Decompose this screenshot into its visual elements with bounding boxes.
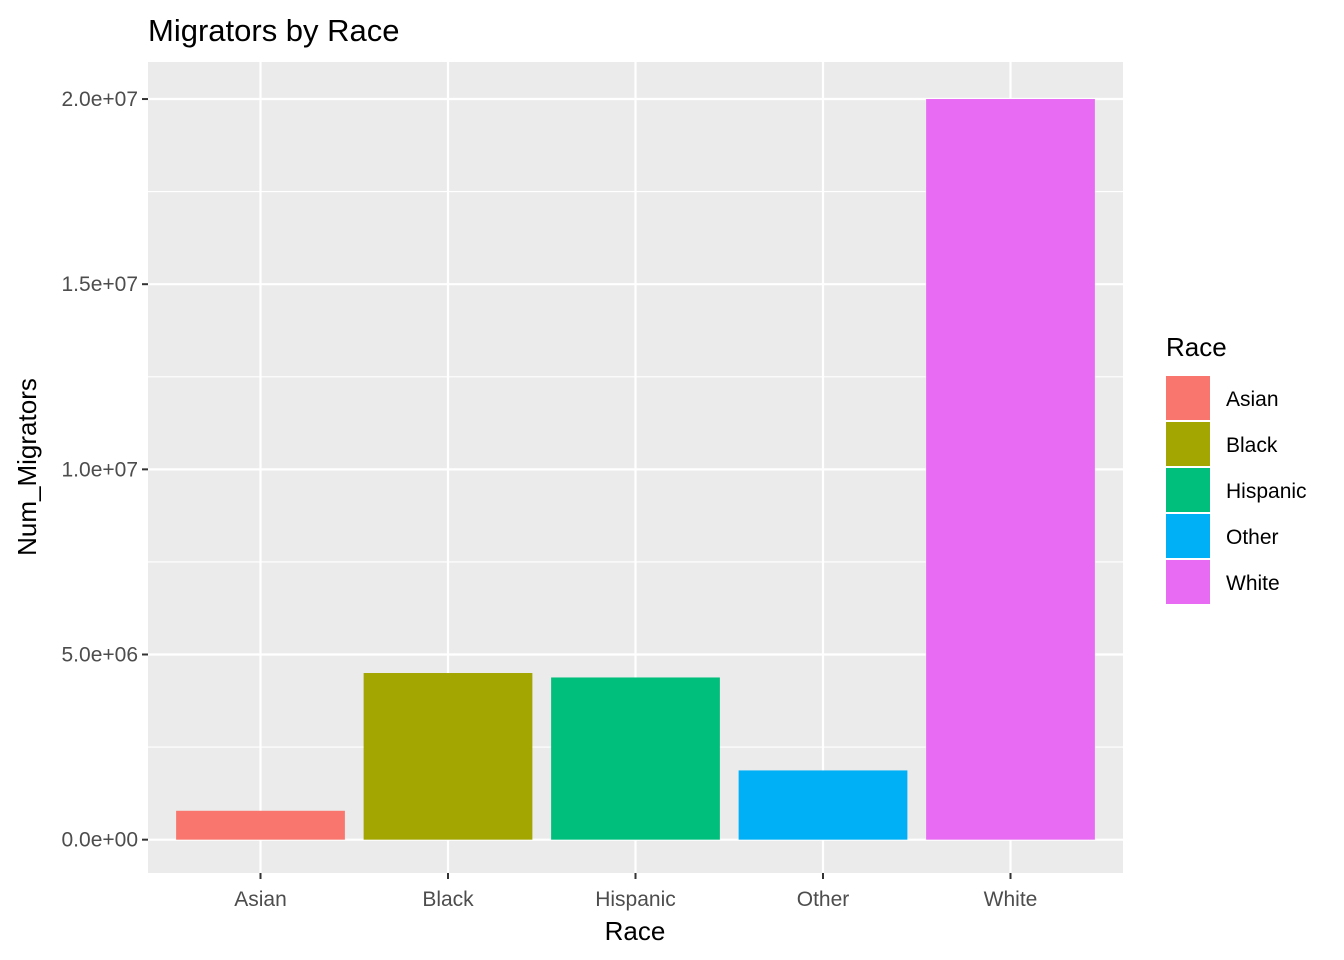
y-tick-label: 1.0e+07 [62, 458, 139, 481]
legend-key-black [1166, 422, 1210, 466]
bar-other [738, 770, 908, 840]
bar-white [926, 99, 1095, 840]
legend-label-other: Other [1226, 526, 1279, 549]
y-axis: 0.0e+00 5.0e+06 1.0e+07 1.5e+07 2.0e+07 [62, 88, 148, 852]
x-axis-title: Race [605, 916, 666, 946]
y-tick-label: 5.0e+06 [62, 644, 139, 667]
legend-key-hispanic [1166, 468, 1210, 512]
x-axis: Asian Black Hispanic Other White [234, 873, 1037, 911]
legend-items: Asian Black Hispanic Other White [1166, 376, 1307, 604]
legend-title: Race [1166, 332, 1227, 362]
y-tick-label: 2.0e+07 [62, 88, 139, 111]
legend-label-asian: Asian [1226, 388, 1279, 411]
x-tick-label-hispanic: Hispanic [595, 888, 676, 911]
y-tick-label: 0.0e+00 [62, 829, 139, 852]
x-tick-label-other: Other [797, 888, 850, 911]
legend-label-black: Black [1226, 434, 1278, 457]
bar-hispanic [551, 677, 720, 840]
legend-label-hispanic: Hispanic [1226, 480, 1307, 503]
bar-black [363, 673, 533, 840]
legend-key-white [1166, 560, 1210, 604]
legend: Race Asian Black Hispanic Other White [1166, 332, 1307, 604]
plot-panel [148, 62, 1123, 873]
y-tick-label: 1.5e+07 [62, 273, 139, 296]
legend-key-other [1166, 514, 1210, 558]
chart-title: Migrators by Race [148, 13, 400, 48]
y-axis-title: Num_Migrators [12, 378, 42, 556]
x-tick-label-black: Black [422, 888, 474, 911]
bars [176, 99, 1095, 840]
legend-label-white: White [1226, 572, 1280, 595]
bar-asian [176, 810, 345, 840]
legend-key-asian [1166, 376, 1210, 420]
x-tick-label-asian: Asian [234, 888, 287, 911]
x-tick-label-white: White [984, 888, 1038, 911]
